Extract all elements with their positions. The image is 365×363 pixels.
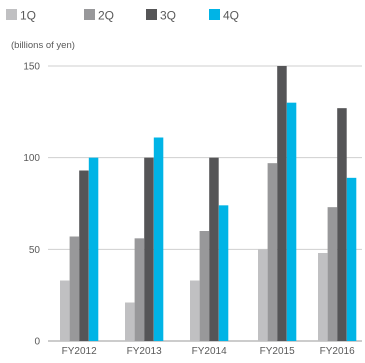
y-axis-ticks: 0 50 100 150: [23, 62, 40, 348]
bar-fy2012-4q: [88, 157, 99, 341]
bar-group-fy2014: [190, 157, 229, 341]
y-tick-label-50: 50: [29, 245, 41, 256]
bar-fy2014-3q: [209, 157, 219, 341]
x-tick-label-fy2014: FY2014: [192, 346, 227, 357]
bar-fy2013-4q: [153, 137, 164, 341]
bar-fy2015-3q: [277, 66, 287, 341]
bar-fy2014-2q: [199, 231, 210, 341]
bar-group-fy2015: [258, 66, 297, 342]
legend-item-4q: 4Q: [209, 9, 239, 23]
x-axis-labels: FY2012 FY2013 FY2014 FY2015 FY2016: [62, 346, 355, 357]
x-tick-label-fy2013: FY2013: [127, 346, 162, 357]
bar-fy2014-4q: [218, 205, 229, 341]
legend-swatch-4q: [209, 9, 220, 20]
legend-swatch-1q: [6, 9, 17, 20]
legend-label-3q: 3Q: [160, 9, 176, 23]
legend-item-3q: 3Q: [146, 9, 176, 23]
bar-fy2015-2q: [267, 163, 278, 341]
y-tick-label-0: 0: [34, 337, 40, 348]
bar-group-fy2012: [60, 157, 99, 341]
bar-fy2016-4q: [346, 177, 357, 341]
bar-fy2012-3q: [79, 170, 89, 341]
legend-swatch-3q: [146, 9, 157, 20]
legend: 1Q 2Q 3Q 4Q: [6, 9, 239, 23]
x-tick-label-fy2016: FY2016: [320, 346, 355, 357]
bar-fy2013-2q: [134, 238, 145, 341]
x-tick-label-fy2012: FY2012: [62, 346, 97, 357]
bar-group-fy2016: [318, 108, 357, 342]
bar-fy2015-1q: [258, 249, 268, 341]
bar-fy2013-1q: [125, 302, 135, 341]
bar-fy2016-3q: [337, 108, 347, 342]
legend-item-2q: 2Q: [84, 9, 114, 23]
bar-fy2016-1q: [318, 253, 328, 341]
bars: [60, 66, 357, 342]
bar-fy2013-3q: [144, 157, 154, 341]
unit-label: (billions of yen): [11, 40, 75, 51]
bar-fy2016-2q: [327, 207, 338, 341]
legend-item-1q: 1Q: [6, 9, 36, 23]
legend-label-2q: 2Q: [98, 9, 114, 23]
y-tick-label-100: 100: [23, 153, 40, 164]
y-tick-label-150: 150: [23, 62, 40, 73]
legend-label-1q: 1Q: [20, 9, 36, 23]
bar-group-fy2013: [125, 137, 164, 341]
bar-fy2012-1q: [60, 280, 70, 341]
bar-fy2015-4q: [286, 102, 297, 342]
legend-label-4q: 4Q: [223, 9, 239, 23]
legend-swatch-2q: [84, 9, 95, 20]
x-tick-label-fy2015: FY2015: [260, 346, 295, 357]
bar-fy2014-1q: [190, 280, 200, 341]
bar-fy2012-2q: [69, 236, 80, 341]
